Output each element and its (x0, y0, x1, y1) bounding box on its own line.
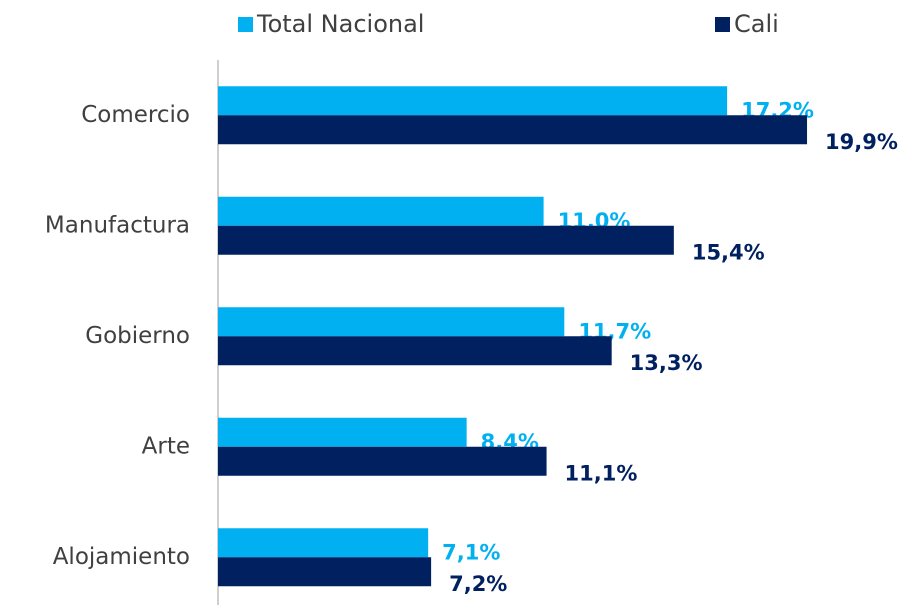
value-label: 7,1% (442, 540, 500, 564)
value-label: 19,9% (825, 130, 898, 154)
legend-swatch (715, 17, 730, 32)
value-label: 7,2% (449, 572, 507, 596)
bar (218, 446, 547, 476)
category-label: Gobierno (85, 323, 190, 349)
bar (218, 557, 432, 587)
value-label: 15,4% (692, 240, 765, 264)
legend-swatch (238, 17, 253, 32)
value-label: 13,3% (630, 351, 703, 375)
bar (218, 528, 429, 558)
legend-label: Cali (734, 10, 779, 38)
category-label: Alojamiento (53, 544, 190, 570)
bar (218, 336, 612, 366)
bar (218, 196, 544, 226)
legend-label: Total Nacional (256, 10, 424, 38)
bar (218, 86, 728, 116)
category-label: Arte (142, 433, 190, 459)
bar (218, 417, 467, 447)
category-label: Comercio (81, 102, 190, 128)
value-label: 11,1% (565, 461, 638, 485)
category-label: Manufactura (45, 212, 190, 238)
bar (218, 225, 674, 255)
bar (218, 115, 808, 145)
bar (218, 307, 565, 337)
